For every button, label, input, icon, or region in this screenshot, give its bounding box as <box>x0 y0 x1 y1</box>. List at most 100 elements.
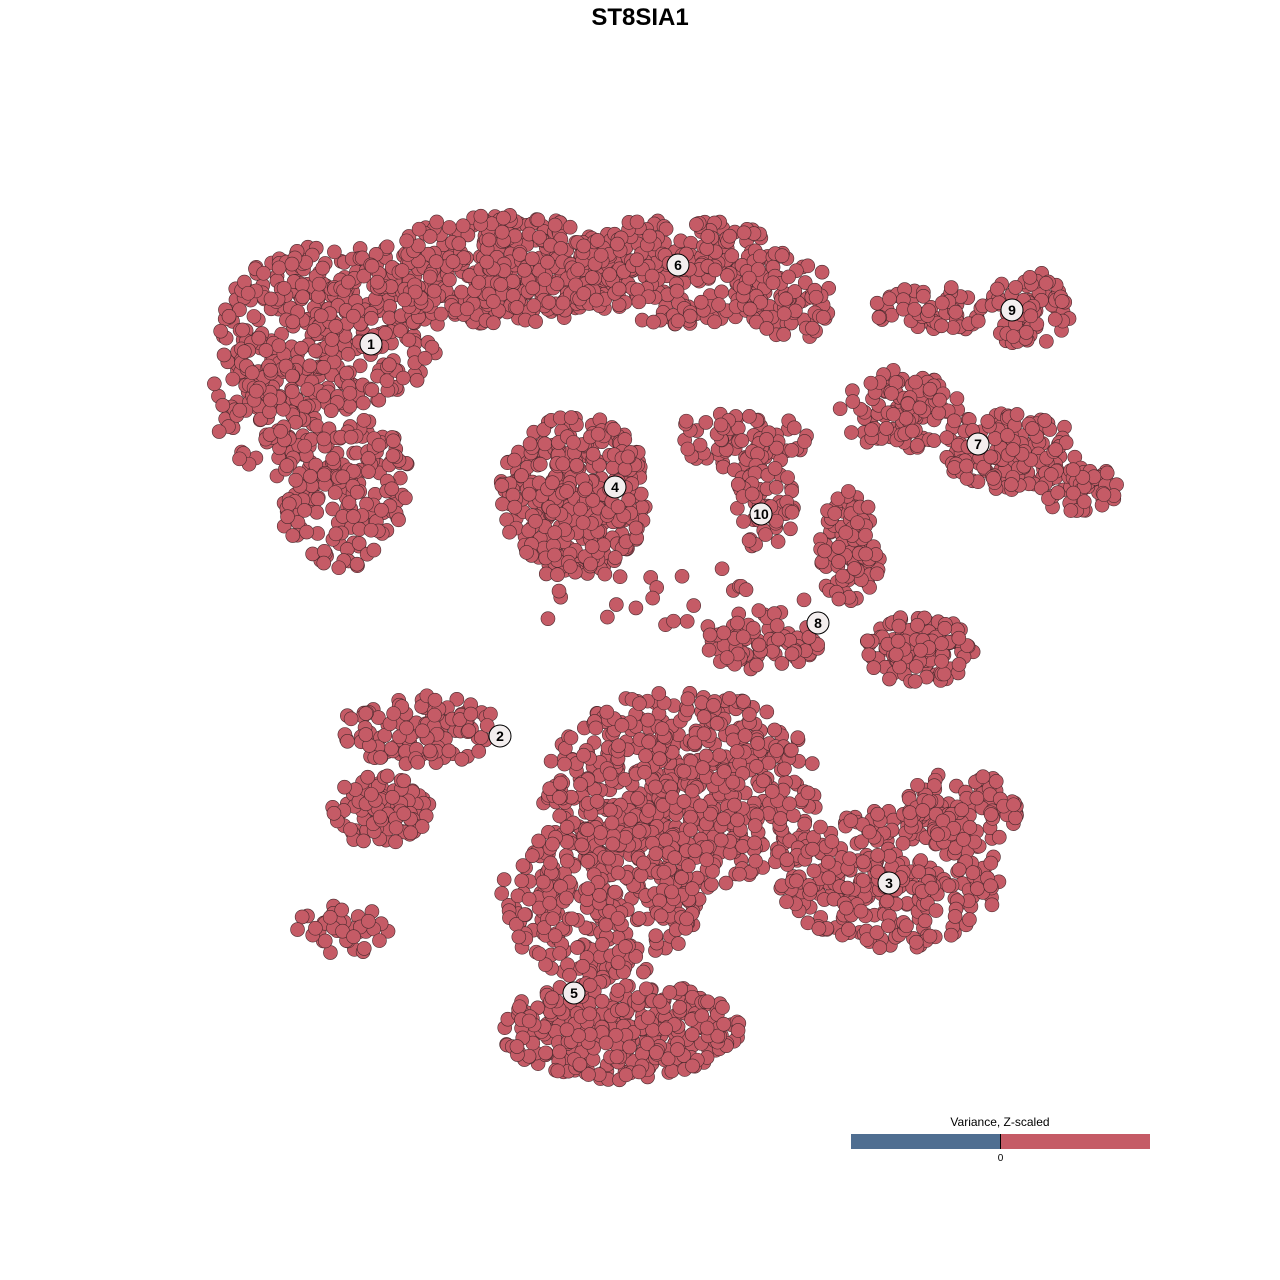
data-point <box>575 959 591 974</box>
data-point <box>378 326 393 341</box>
data-point <box>636 855 651 871</box>
data-point <box>716 1016 731 1032</box>
data-point <box>610 955 626 970</box>
data-point <box>806 863 822 879</box>
data-point <box>654 721 670 737</box>
data-point <box>890 633 906 649</box>
data-point <box>672 999 688 1015</box>
data-point <box>1043 467 1059 482</box>
data-point <box>652 893 667 909</box>
data-point <box>364 258 380 274</box>
data-point <box>540 254 555 270</box>
data-point <box>397 292 412 308</box>
data-point <box>502 524 517 540</box>
data-point <box>271 260 287 276</box>
data-point <box>285 528 301 543</box>
data-point <box>934 318 949 334</box>
data-point <box>702 627 718 643</box>
data-point <box>246 309 262 324</box>
data-point <box>303 469 318 484</box>
data-point <box>924 880 940 896</box>
data-point <box>864 422 879 438</box>
data-point <box>869 295 885 311</box>
data-point <box>970 881 985 896</box>
data-point <box>623 812 638 827</box>
cluster-label-2: 2 <box>488 724 512 748</box>
data-point <box>912 400 928 416</box>
data-point <box>838 900 854 916</box>
data-point <box>410 755 426 770</box>
data-point <box>910 777 925 793</box>
data-point <box>768 480 784 495</box>
data-point <box>951 630 967 646</box>
cluster-label-8: 8 <box>806 611 830 635</box>
data-point <box>684 1027 700 1042</box>
data-point <box>546 503 561 519</box>
data-point <box>784 646 800 662</box>
data-point <box>796 592 812 608</box>
data-point <box>844 425 859 440</box>
data-point <box>428 254 444 270</box>
data-point <box>934 636 949 651</box>
data-point <box>930 827 945 842</box>
data-point <box>921 303 936 318</box>
data-point <box>598 1035 614 1051</box>
data-point <box>758 527 773 542</box>
data-point <box>441 743 457 759</box>
data-point <box>309 504 325 520</box>
data-point <box>605 836 620 852</box>
data-point <box>207 376 222 392</box>
data-point <box>871 310 887 325</box>
chart-title: ST8SIA1 <box>591 4 689 31</box>
data-point <box>543 753 559 769</box>
data-point <box>281 496 297 512</box>
data-point <box>363 522 379 538</box>
data-point <box>543 855 558 871</box>
data-point <box>343 711 359 727</box>
data-point <box>451 236 467 251</box>
data-point <box>936 666 952 682</box>
data-point <box>719 650 735 665</box>
data-point <box>1000 428 1015 443</box>
data-point <box>576 286 592 301</box>
data-point <box>381 357 397 373</box>
data-point <box>570 262 586 277</box>
data-point <box>293 340 309 356</box>
data-point <box>356 268 372 284</box>
data-point <box>764 784 780 799</box>
data-point <box>1054 294 1070 309</box>
data-point <box>714 561 730 577</box>
data-point <box>633 868 649 883</box>
data-point <box>555 295 571 311</box>
cluster-label-text: 9 <box>1008 302 1016 318</box>
data-point <box>369 274 385 290</box>
cluster-label-5: 5 <box>562 981 586 1005</box>
data-point <box>687 843 703 859</box>
data-point <box>700 994 716 1010</box>
data-point <box>562 968 577 983</box>
data-point <box>928 903 944 918</box>
data-point <box>576 238 591 254</box>
data-point <box>610 983 626 998</box>
data-point <box>784 504 800 520</box>
data-point <box>941 878 957 894</box>
data-point <box>648 846 664 861</box>
data-point <box>991 829 1007 845</box>
data-point <box>1004 477 1019 492</box>
data-point <box>300 382 315 397</box>
data-point <box>507 452 522 468</box>
data-point <box>1050 485 1066 500</box>
data-point <box>372 809 388 825</box>
data-point <box>884 386 899 401</box>
data-point <box>824 834 840 849</box>
data-point <box>641 734 656 750</box>
data-point <box>496 210 511 226</box>
data-point <box>225 371 241 387</box>
data-point <box>555 456 571 472</box>
data-point <box>934 653 949 669</box>
data-point <box>343 822 358 837</box>
data-point <box>316 555 332 571</box>
data-point <box>905 423 920 439</box>
data-point <box>517 262 532 278</box>
data-point <box>211 424 227 439</box>
